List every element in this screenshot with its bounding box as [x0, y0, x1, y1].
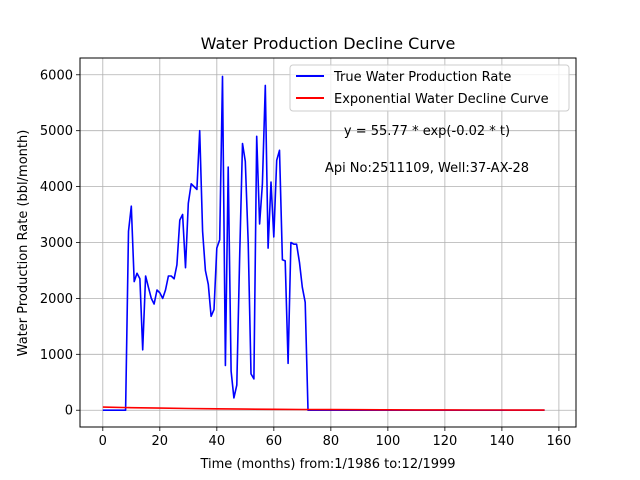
- y-tick-label: 6000: [40, 68, 73, 83]
- y-axis: 0 1000 2000 3000 4000 5000 6000: [40, 68, 80, 419]
- x-tick-label: 20: [152, 434, 169, 449]
- series-line-true-rate: [102, 75, 545, 412]
- y-axis-label: Water Production Rate (bbl/month): [16, 130, 31, 357]
- y-tick-label: 5000: [40, 124, 73, 139]
- x-tick-label: 100: [375, 434, 400, 449]
- legend-box: [289, 64, 570, 112]
- equation-annotation: y = 55.77 * exp(-0.02 * t): [344, 124, 510, 139]
- x-tick-label: 120: [432, 434, 457, 449]
- x-tick-label: 40: [209, 434, 226, 449]
- y-tick-label: 2000: [40, 292, 73, 307]
- chart-title: Water Production Decline Curve: [201, 34, 456, 53]
- x-tick-label: 160: [546, 434, 571, 449]
- legend-label-true-rate: True Water Production Rate: [333, 70, 511, 85]
- x-axis: 0 20 40 60 80 100 120 140 160: [99, 427, 571, 449]
- legend: True Water Production Rate Exponential W…: [289, 64, 570, 112]
- legend-label-decline-curve: Exponential Water Decline Curve: [334, 92, 549, 107]
- well-annotation: Api No:2511109, Well:37-AX-28: [325, 161, 529, 176]
- series-line-decline-curve: [102, 406, 545, 411]
- x-axis-label: Time (months) from:1/1986 to:12/1999: [199, 457, 455, 472]
- x-tick-label: 80: [323, 434, 340, 449]
- y-tick-label: 4000: [40, 180, 73, 195]
- y-tick-label: 0: [65, 404, 73, 419]
- x-tick-label: 60: [266, 434, 283, 449]
- y-tick-label: 1000: [40, 348, 73, 363]
- x-tick-label: 140: [489, 434, 514, 449]
- series-layer: [102, 75, 545, 412]
- x-tick-label: 0: [99, 434, 107, 449]
- y-tick-label: 3000: [40, 236, 73, 251]
